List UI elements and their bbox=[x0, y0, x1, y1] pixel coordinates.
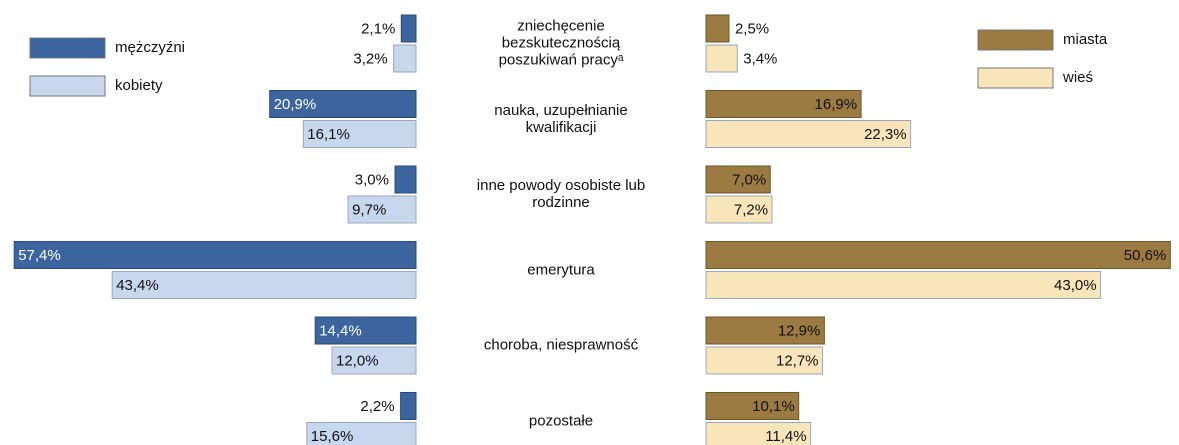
legend-swatch bbox=[977, 67, 1054, 89]
bar bbox=[331, 346, 417, 375]
legend-label: kobiety bbox=[115, 77, 163, 94]
value-label: 3,2% bbox=[353, 50, 387, 67]
bar bbox=[302, 120, 417, 148]
bar bbox=[705, 316, 825, 345]
bar bbox=[13, 241, 417, 269]
bar bbox=[705, 90, 862, 118]
category-label: pozostałe bbox=[528, 412, 594, 429]
bar bbox=[705, 422, 812, 445]
bar bbox=[705, 120, 912, 148]
bar bbox=[705, 241, 1171, 269]
value-label: 12,0% bbox=[336, 352, 379, 369]
bar bbox=[393, 44, 417, 73]
value-label: 50,6% bbox=[1124, 247, 1167, 264]
bar bbox=[314, 316, 417, 345]
value-label: 14,4% bbox=[319, 322, 362, 339]
value-label: 43,4% bbox=[116, 277, 159, 294]
bar bbox=[269, 90, 417, 118]
category-label: zniechęcenie bezskutecznością poszukiwań… bbox=[498, 17, 624, 69]
value-label: 16,1% bbox=[307, 126, 350, 143]
category-label: choroba, niesprawność bbox=[483, 336, 639, 354]
value-label: 10,1% bbox=[752, 398, 795, 415]
bar bbox=[111, 271, 417, 299]
value-label: 57,4% bbox=[18, 247, 61, 264]
bar bbox=[394, 165, 417, 194]
legend-label: wieś bbox=[1062, 69, 1093, 86]
value-label: 3,0% bbox=[355, 171, 389, 188]
bar bbox=[705, 271, 1102, 299]
legend-swatch bbox=[977, 29, 1054, 51]
category-label: nauka, uzupełnianie kwalifikacji bbox=[494, 101, 628, 136]
value-label: 11,4% bbox=[765, 428, 806, 445]
bar bbox=[705, 165, 771, 194]
value-label: 16,9% bbox=[815, 96, 858, 113]
legend-swatch bbox=[29, 37, 106, 59]
value-label: 2,2% bbox=[360, 398, 394, 415]
bar bbox=[705, 14, 730, 43]
legend-label: miasta bbox=[1063, 31, 1108, 48]
value-label: 7,2% bbox=[734, 201, 768, 218]
category-label: inne powody osobiste lub rodzinne bbox=[476, 177, 646, 211]
value-label: 20,9% bbox=[274, 96, 317, 113]
value-label: 9,7% bbox=[352, 201, 386, 218]
bar bbox=[400, 392, 417, 420]
value-label: 43,0% bbox=[1054, 277, 1097, 294]
legend-swatch bbox=[29, 75, 106, 97]
bar bbox=[705, 195, 773, 224]
bar bbox=[705, 346, 824, 375]
bar bbox=[347, 195, 417, 224]
bar bbox=[705, 44, 738, 73]
bar bbox=[705, 392, 800, 420]
value-label: 22,3% bbox=[864, 126, 907, 143]
bar bbox=[400, 14, 417, 43]
value-label: 3,4% bbox=[743, 50, 777, 67]
bar bbox=[306, 422, 417, 445]
value-label: 2,5% bbox=[735, 20, 769, 37]
category-label: emerytura bbox=[527, 261, 595, 278]
value-label: 15,6% bbox=[311, 428, 354, 445]
value-label: 2,1% bbox=[361, 20, 395, 37]
value-label: 12,7% bbox=[776, 352, 819, 369]
value-label: 7,0% bbox=[732, 171, 766, 188]
legend-label: mężczyźni bbox=[115, 39, 185, 56]
value-label: 12,9% bbox=[778, 322, 821, 339]
